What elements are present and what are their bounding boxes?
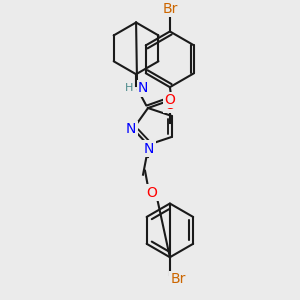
Text: N: N [126,122,136,136]
Text: Br: Br [162,2,178,16]
Text: O: O [147,186,158,200]
Text: H: H [125,83,133,93]
Text: N: N [138,81,148,95]
Text: O: O [164,98,175,112]
Text: O: O [164,93,175,107]
Text: N: N [144,142,154,156]
Text: Br: Br [171,272,186,286]
